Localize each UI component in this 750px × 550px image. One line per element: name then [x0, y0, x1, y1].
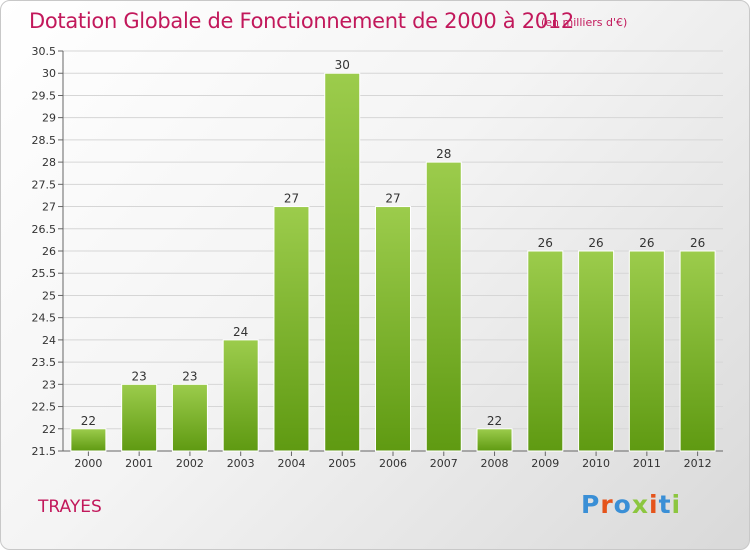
data-label-2000: 22	[81, 414, 96, 428]
bar-2006[interactable]	[375, 206, 411, 452]
y-tick-label: 26	[42, 245, 56, 258]
x-tick-label: 2004	[277, 457, 305, 470]
data-label-2009: 26	[538, 236, 553, 250]
x-tick-label: 2001	[125, 457, 153, 470]
y-tick-label: 30	[42, 67, 56, 80]
x-tick-label: 2007	[430, 457, 458, 470]
logo-letter: P	[581, 490, 601, 519]
x-tick-label: 2011	[633, 457, 661, 470]
y-tick-label: 28	[42, 156, 56, 169]
y-tick-labels: 21.5 22 22.5 23 23.5 24 24.5 25 25.5 26 26.5 27 27.5…	[32, 45, 57, 458]
y-tick-label: 25.5	[32, 267, 57, 280]
x-tick-label: 2005	[328, 457, 356, 470]
x-tick-label: 2008	[481, 457, 509, 470]
chart-unit: (en milliers d'€)	[541, 16, 628, 29]
y-tick-label: 23.5	[32, 356, 57, 369]
bar-2004[interactable]	[273, 206, 310, 452]
y-tick-label: 29.5	[32, 89, 57, 102]
data-label-2004: 27	[284, 192, 299, 206]
data-label-2001: 23	[132, 369, 147, 383]
bar-2007[interactable]	[425, 161, 462, 452]
y-tick-label: 25	[42, 289, 56, 302]
x-tick-label: 2010	[582, 457, 610, 470]
bar-2000[interactable]	[70, 428, 107, 452]
x-tick-label: 2009	[531, 457, 559, 470]
x-tick-label: 2012	[684, 457, 712, 470]
bar-2003[interactable]	[222, 339, 259, 452]
y-tick-label: 24.5	[32, 312, 57, 325]
y-tick-label: 27.5	[32, 178, 57, 191]
logo-letter: o	[613, 490, 632, 519]
data-label-2005: 30	[335, 58, 350, 72]
bar-2002[interactable]	[171, 383, 208, 452]
y-tick-label: 24	[42, 334, 56, 347]
x-tick-label: 2002	[176, 457, 204, 470]
data-label-2002: 23	[182, 369, 197, 383]
x-tick-labels: 2000 2001 2002 2003 2004 2005 2006 2007 2008 2009…	[74, 457, 711, 470]
y-tick-label: 23	[42, 378, 56, 391]
y-tick-label: 28.5	[32, 134, 57, 147]
bar-2009[interactable]	[527, 250, 564, 452]
x-tick-label: 2006	[379, 457, 407, 470]
data-label-2010: 26	[588, 236, 603, 250]
y-tick-label: 27	[42, 201, 56, 214]
data-labels: 22 23 23 24 27 30 27 28 22 26 26 26 26	[81, 58, 706, 428]
logo-letter: i	[649, 490, 659, 519]
commune-name: TRAYES	[38, 497, 102, 517]
logo-letter: i	[671, 490, 682, 519]
bar-2001[interactable]	[121, 383, 158, 452]
bar-2012[interactable]	[679, 250, 716, 452]
logo-letter: t	[658, 490, 672, 519]
data-label-2003: 24	[233, 325, 248, 339]
bar-2008[interactable]	[476, 428, 513, 452]
y-tick-label: 29	[42, 112, 56, 125]
bar-2011[interactable]	[628, 250, 665, 452]
data-label-2011: 26	[639, 236, 654, 250]
y-tick-label: 26.5	[32, 223, 57, 236]
logo-letter: x	[631, 490, 649, 519]
logo-letter: r	[600, 490, 614, 519]
data-label-2012: 26	[690, 236, 705, 250]
bar-2005[interactable]	[324, 72, 361, 452]
x-tick-label: 2003	[227, 457, 255, 470]
x-tick-label: 2000	[74, 457, 102, 470]
data-label-2006: 27	[385, 192, 400, 206]
y-tick-label: 21.5	[32, 445, 57, 458]
y-tick-label: 30.5	[32, 45, 57, 58]
data-label-2007: 28	[436, 147, 451, 161]
data-label-2008: 22	[487, 414, 502, 428]
proxiti-logo[interactable]: Proxiti	[581, 490, 681, 519]
bar-2010[interactable]	[578, 250, 615, 452]
y-tick-label: 22	[42, 423, 56, 436]
bars	[70, 72, 716, 452]
y-tick-label: 22.5	[32, 401, 57, 414]
chart-title: Dotation Globale de Fonctionnement de 20…	[29, 9, 574, 33]
